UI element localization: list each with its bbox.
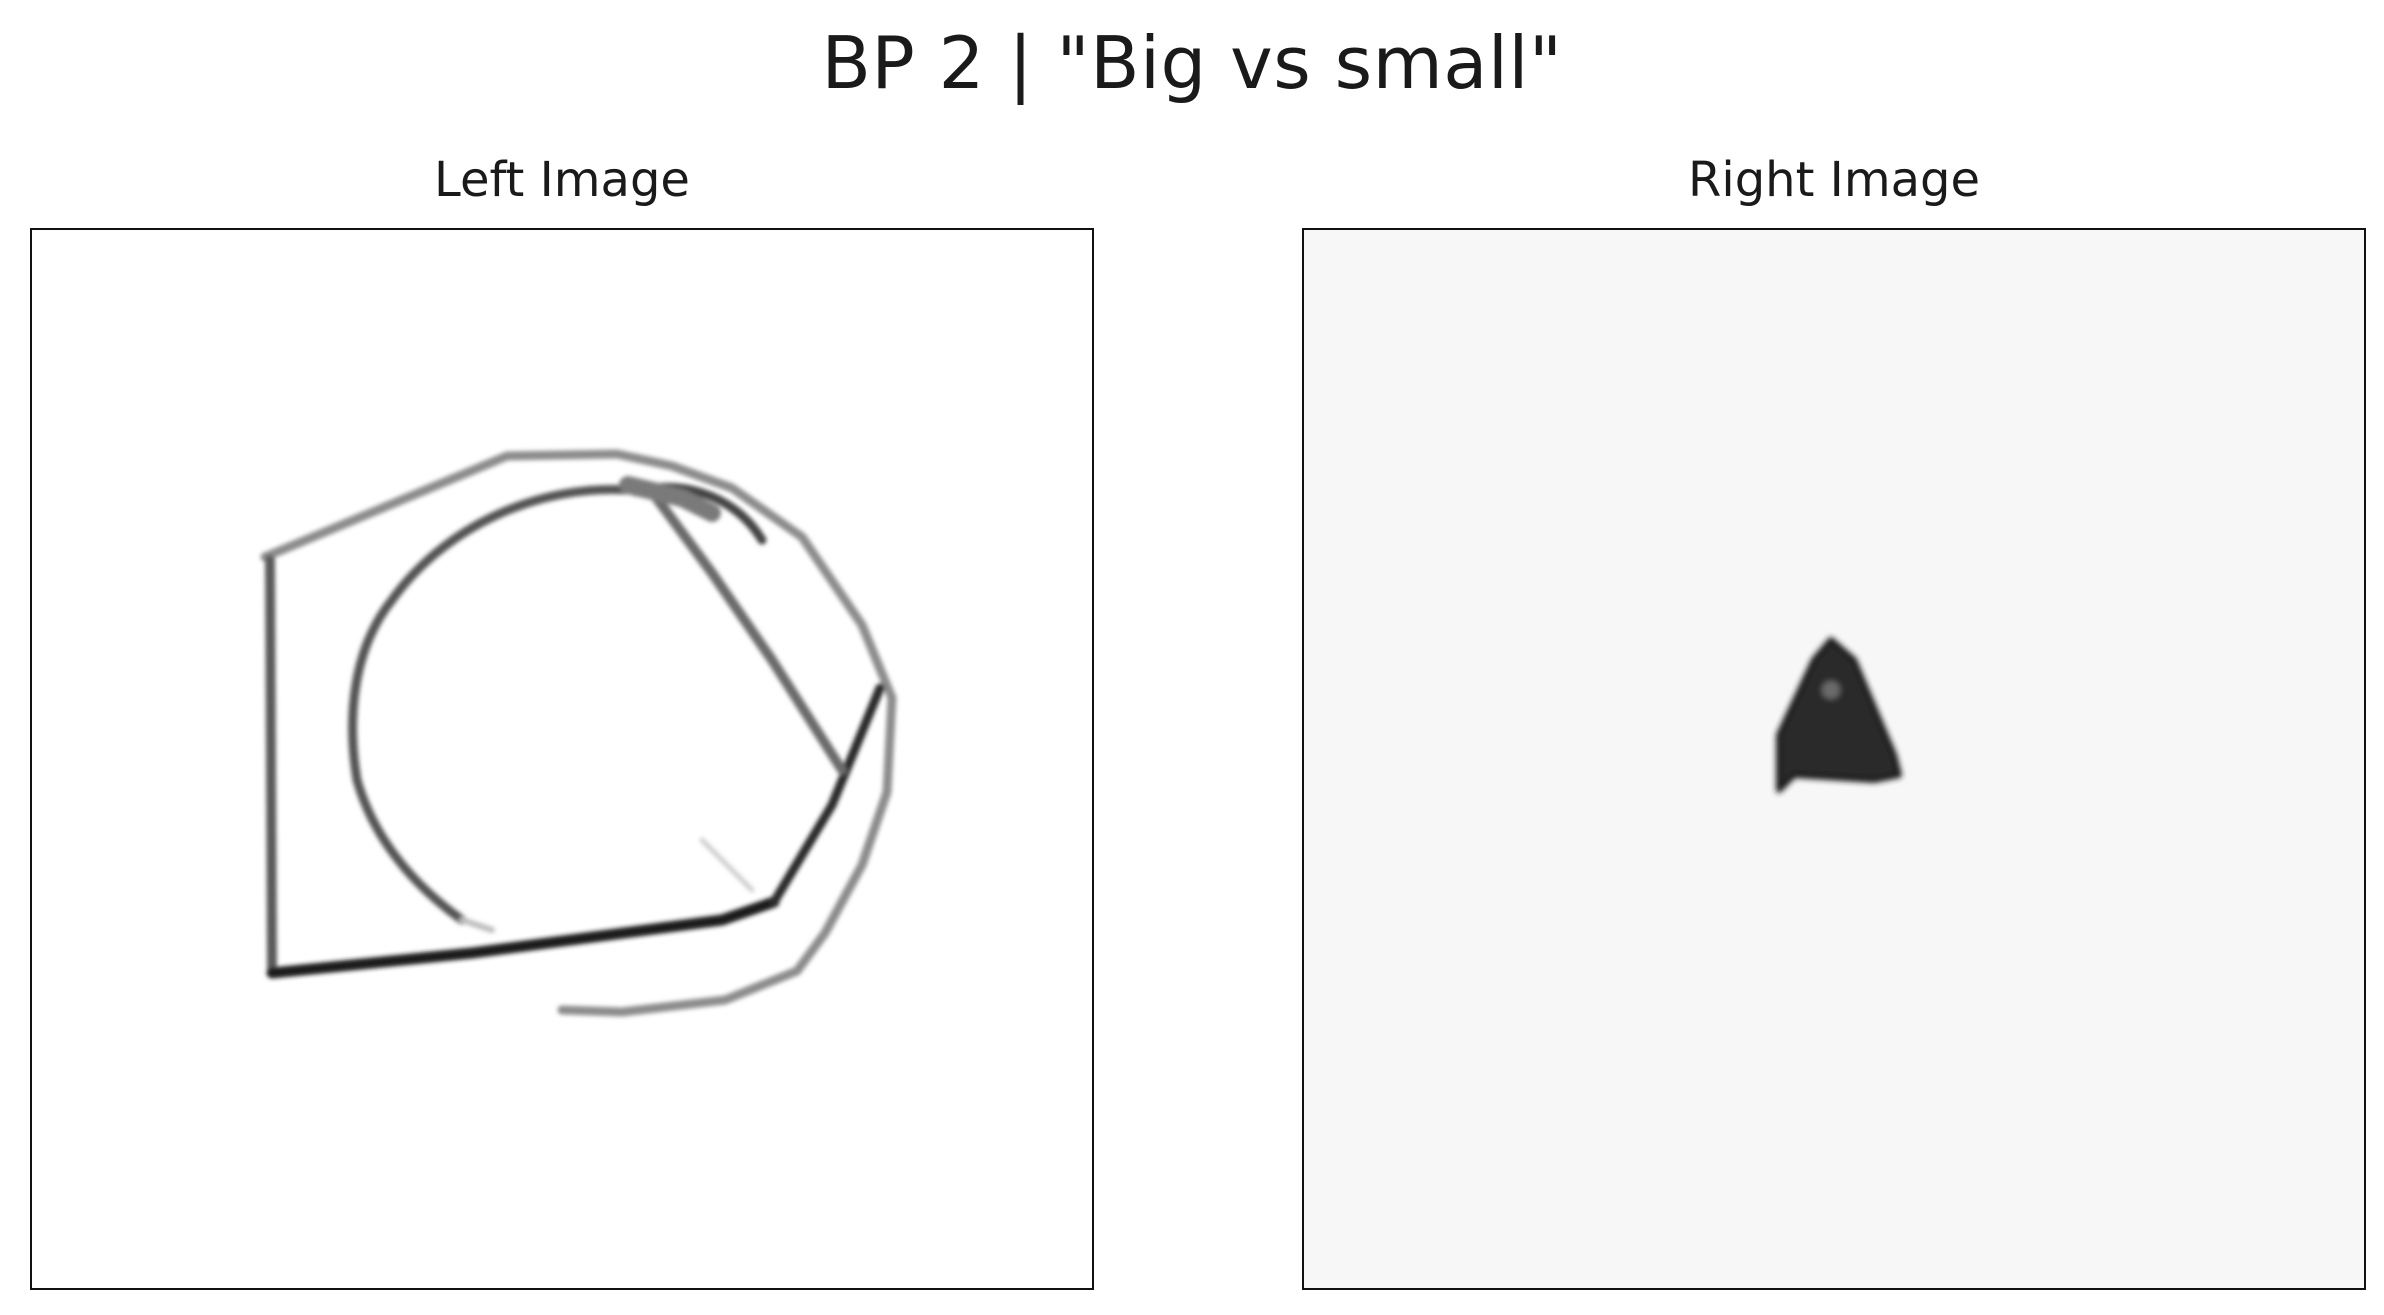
right-image: [1304, 230, 2364, 1288]
left-panel-title: Left Image: [434, 152, 690, 208]
right-panel-title: Right Image: [1688, 152, 1980, 208]
left-image: [32, 230, 1092, 1288]
small-triangle-shape: [1776, 637, 1902, 793]
left-panel: Left Image: [30, 150, 1094, 1290]
right-image-frame: [1302, 228, 2366, 1290]
right-panel: Right Image: [1302, 150, 2366, 1290]
left-image-frame: [30, 228, 1094, 1290]
big-square-shape: [260, 449, 897, 1017]
figure-title: BP 2 | "Big vs small": [821, 21, 1563, 105]
big-circle-shape: [348, 485, 647, 925]
